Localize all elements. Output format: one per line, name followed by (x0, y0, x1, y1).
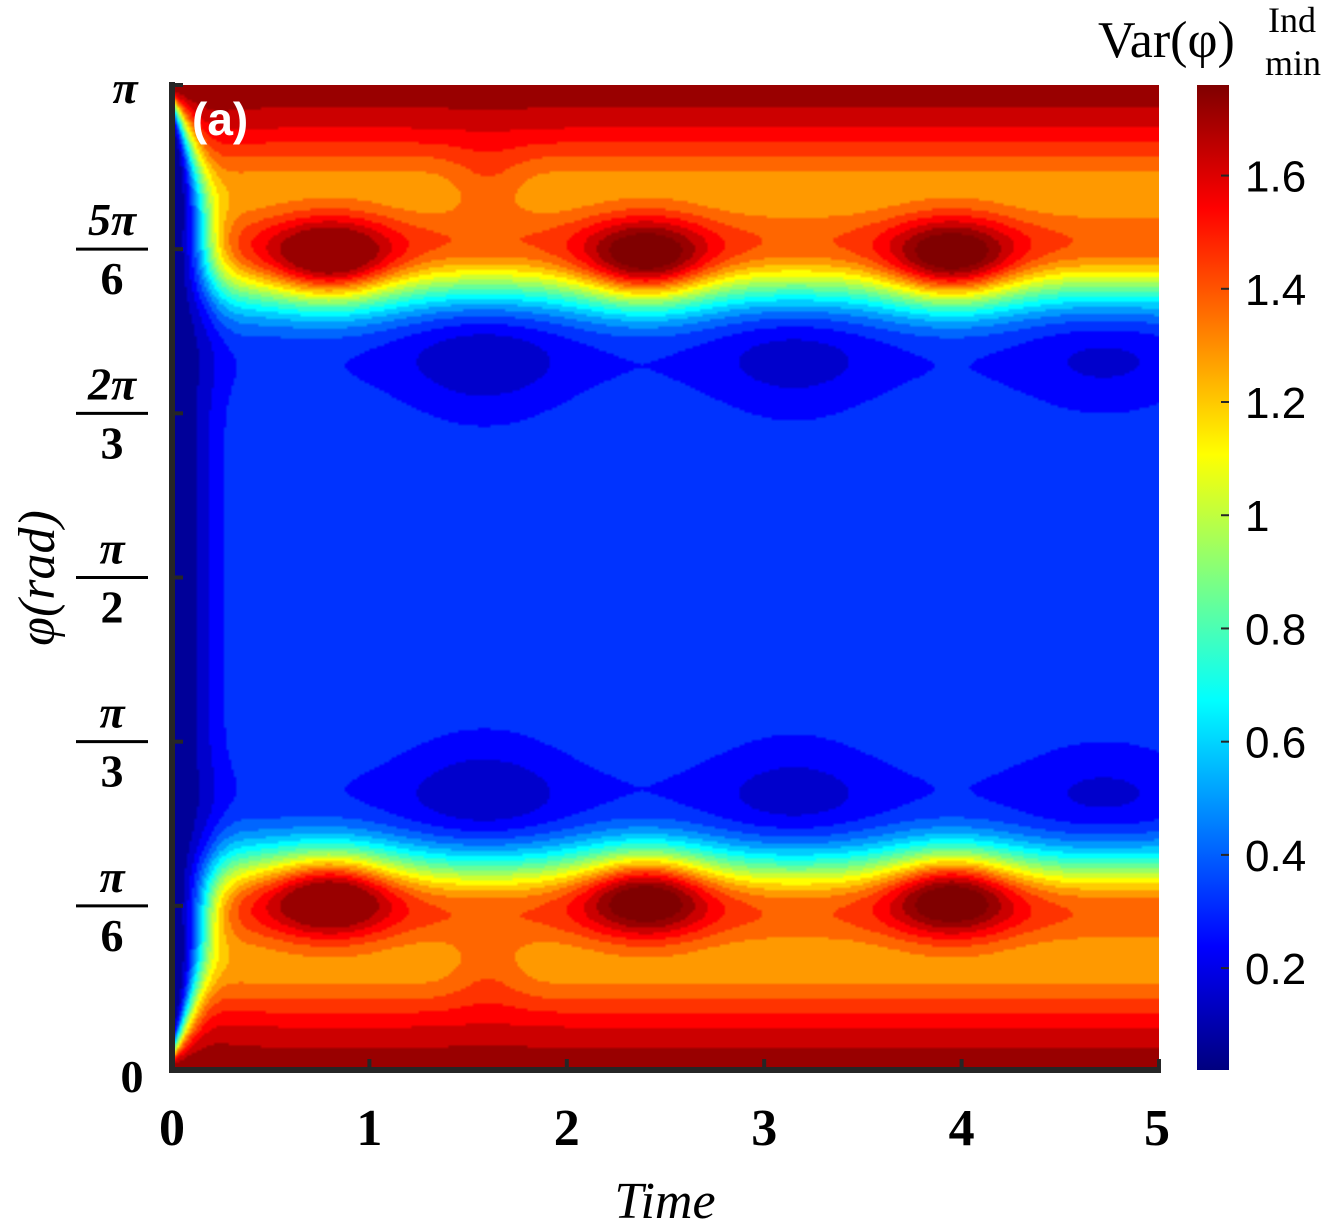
colorbar-tick-label: 1 (1245, 492, 1269, 541)
x-tick-label: 4 (949, 1100, 975, 1157)
y-tick-denominator: 6 (101, 253, 124, 304)
colorbar-tick-label: 1.6 (1245, 153, 1306, 202)
colorbar-tick-label: 1.4 (1245, 266, 1306, 315)
y-tick-label: π (112, 62, 139, 113)
y-tick-marks (172, 83, 183, 1072)
colorbar-tick-label: 0.4 (1245, 832, 1306, 881)
colorbar-tick-label: 0.6 (1245, 719, 1306, 768)
colorbar (1197, 85, 1229, 1070)
y-tick-numerator: π (99, 522, 126, 573)
colorbar-title-sup: Ind (1268, 0, 1316, 40)
y-tick-denominator: 3 (101, 746, 124, 797)
x-tick-label: 1 (356, 1100, 382, 1157)
colorbar-title-sub: min (1265, 43, 1321, 83)
y-tick-label: 0 (121, 1051, 144, 1102)
x-tick-label: 5 (1144, 1100, 1170, 1157)
y-tick-denominator: 3 (101, 417, 124, 468)
y-tick-numerator: 2π (87, 358, 138, 409)
panel-label: (a) (192, 93, 248, 145)
colorbar-title: Var(φ) (1098, 12, 1235, 69)
x-tick-label: 3 (751, 1100, 777, 1157)
y-tick-numerator: 5π (88, 194, 138, 245)
colorbar-ticks: 0.2 0.4 0.6 0.8 1 1.2 1.4 1.6 (1221, 153, 1306, 994)
heatmap-field (172, 85, 1159, 1070)
colorbar-tick-label: 1.2 (1245, 379, 1306, 428)
x-tick-labels: 0 1 2 3 4 5 (159, 1100, 1170, 1157)
x-axis-label: Time (614, 1173, 715, 1227)
colorbar-tick-label: 0.8 (1245, 605, 1306, 654)
y-tick-labels: 0 π 6 π 3 π 2 2π 3 5π 6 π (76, 62, 148, 1102)
x-tick-label: 0 (159, 1100, 185, 1157)
y-tick-numerator: π (99, 851, 126, 902)
y-tick-denominator: 6 (101, 910, 124, 961)
y-tick-numerator: π (99, 687, 126, 738)
y-tick-denominator: 2 (101, 581, 124, 632)
x-tick-label: 2 (554, 1100, 580, 1157)
colorbar-tick-label: 0.2 (1245, 945, 1306, 994)
y-axis-label: φ(rad) (9, 510, 66, 646)
